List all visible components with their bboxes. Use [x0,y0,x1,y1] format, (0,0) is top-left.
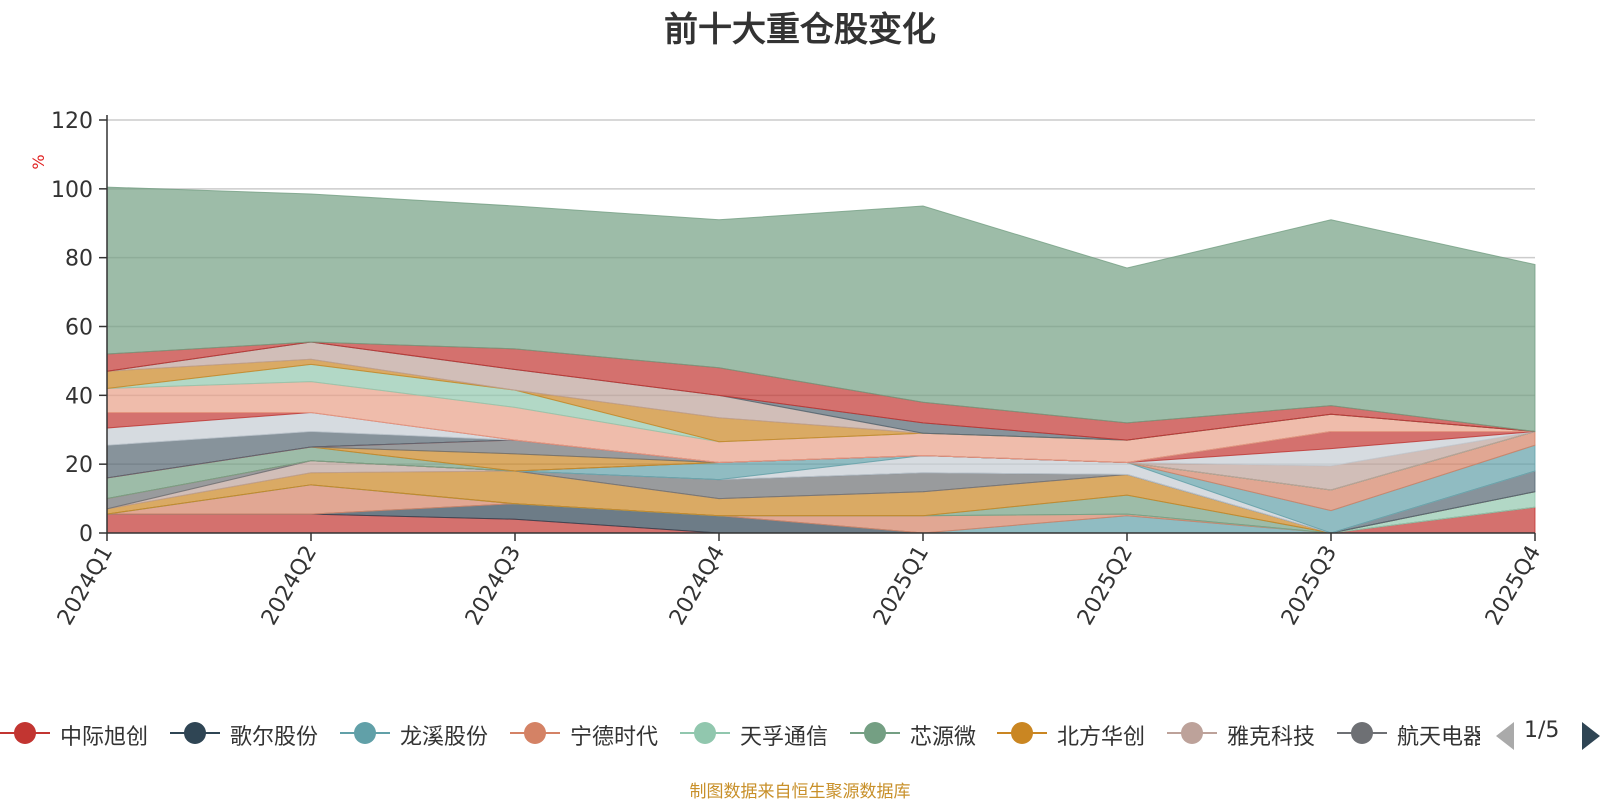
legend-dot-icon [354,722,376,744]
x-tick-label: 2024Q1 [53,542,118,630]
y-tick-label: 60 [65,316,93,341]
legend-dot-icon [694,722,716,744]
legend-dot-icon [864,722,886,744]
y-tick-label: 80 [65,247,93,272]
x-tick-label: 2025Q4 [1481,542,1546,630]
legend-prev-arrow-icon[interactable] [1496,722,1514,750]
legend: 中际旭创 歌尔股份 龙溪股份 宁德时代 天孚通信 芯源微 北方华创 雅克科技 航天电器 1/5 [0,713,1600,753]
legend-dot-icon [1181,722,1203,744]
y-tick-label: 20 [65,453,93,478]
legend-dot-icon [14,722,36,744]
y-tick-label: 120 [51,109,93,134]
chart-title: 前十大重仓股变化 [664,10,936,50]
legend-label: 中际旭创 [60,725,149,750]
legend-label: 歌尔股份 [230,725,319,750]
x-tick-label: 2025Q2 [1073,542,1138,630]
legend-pager: 1/5 [1496,718,1600,750]
y-tick-label: 100 [51,178,93,203]
legend-viewport: 中际旭创 歌尔股份 龙溪股份 宁德时代 天孚通信 芯源微 北方华创 雅克科技 航天电器 [0,713,1480,753]
legend-label: 雅克科技 [1227,725,1316,750]
legend-dot-icon [184,722,206,744]
legend-label: 宁德时代 [570,725,659,750]
area-chart: 0 20 40 60 80 100 120% 2024Q1 2024Q2 2024Q3 2024Q4… [29,109,1546,630]
x-tick-label: 2025Q3 [1277,542,1342,630]
x-tick-label: 2024Q2 [257,542,322,630]
y-axis-unit-label: % [29,154,48,169]
y-tick-label: 40 [65,384,93,409]
series-area [106,186,1536,433]
legend-label: 航天电器 [1397,725,1480,750]
legend-page-indicator: 1/5 [1524,718,1560,743]
x-tick-label: 2024Q3 [461,542,526,630]
legend-label: 龙溪股份 [400,725,489,750]
legend-dot-icon [1351,722,1373,744]
legend-label: 北方华创 [1057,725,1146,750]
y-tick-label: 0 [79,522,93,547]
legend-next-arrow-icon[interactable] [1582,722,1600,750]
legend-dot-icon [1011,722,1033,744]
stacked-areas [106,186,1536,534]
legend-dot-icon [524,722,546,744]
legend-label: 芯源微 [910,725,977,750]
x-tick-label: 2025Q1 [869,542,934,630]
x-tick-label: 2024Q4 [665,542,730,630]
legend-label: 天孚通信 [740,725,829,750]
data-source-note: 制图数据来自恒生聚源数据库 [689,782,911,802]
